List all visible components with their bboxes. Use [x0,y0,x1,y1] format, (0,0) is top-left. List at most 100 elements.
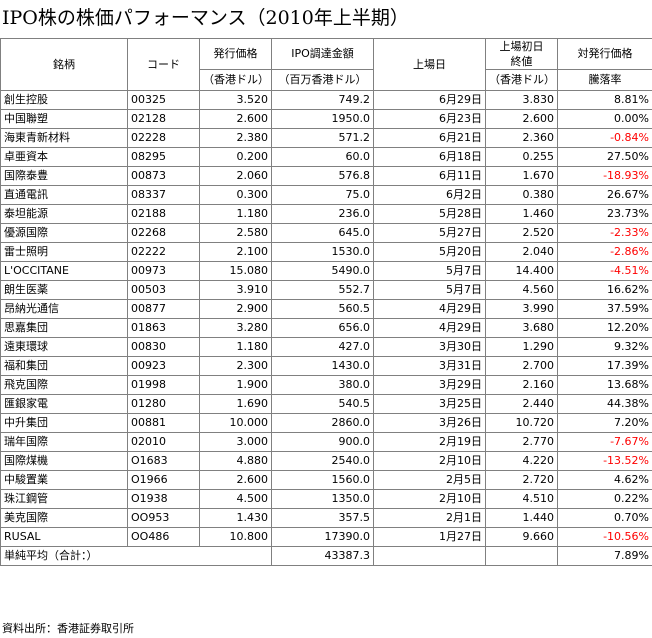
cell-code: 02010 [127,432,200,452]
cell-offer-price: 0.200 [199,147,272,167]
table-row: 泰坦能源 02188 1.180 236.0 5月28日 1.460 23.73% [0,204,652,224]
cell-code: OO953 [127,508,200,528]
cell-offer-price: 1.430 [199,508,272,528]
table-row: 瑞年国際 02010 3.000 900.0 2月19日 2.770 -7.67% [0,432,652,452]
cell-change: 23.73% [557,204,652,224]
cell-proceeds: 1350.0 [271,489,374,509]
cell-change: -0.84% [557,128,652,148]
cell-first-day-close: 2.440 [485,394,558,414]
header-offer-unit: （香港ドル） [199,69,272,91]
cell-change: 12.20% [557,318,652,338]
cell-change: 8.81% [557,90,652,110]
cell-listing-date: 6月11日 [373,166,486,186]
cell-offer-price: 2.600 [199,109,272,129]
cell-code: 00881 [127,413,200,433]
header-code: コード [127,38,200,91]
cell-change: -10.56% [557,527,652,547]
cell-listing-date: 4月29日 [373,299,486,319]
cell-proceeds: 1560.0 [271,470,374,490]
summary-change: 7.89% [557,546,652,566]
cell-name: 昂納光通信 [0,299,128,319]
cell-proceeds: 17390.0 [271,527,374,547]
table-row: 美克国際 OO953 1.430 357.5 2月1日 1.440 0.70% [0,508,652,528]
cell-code: OO486 [127,527,200,547]
cell-offer-price: 2.100 [199,242,272,262]
cell-listing-date: 4月29日 [373,318,486,338]
cell-proceeds: 1530.0 [271,242,374,262]
cell-listing-date: 6月2日 [373,185,486,205]
cell-change: 9.32% [557,337,652,357]
cell-code: 00503 [127,280,200,300]
table-row: 優源国際 02268 2.580 645.0 5月27日 2.520 -2.33% [0,223,652,243]
cell-listing-date: 5月20日 [373,242,486,262]
cell-proceeds: 749.2 [271,90,374,110]
cell-listing-date: 5月27日 [373,223,486,243]
cell-change: 17.39% [557,356,652,376]
cell-name: 朗生医薬 [0,280,128,300]
cell-name: 卓亜資本 [0,147,128,167]
table-row: 昂納光通信 00877 2.900 560.5 4月29日 3.990 37.59% [0,299,652,319]
cell-first-day-close: 1.670 [485,166,558,186]
cell-proceeds: 236.0 [271,204,374,224]
cell-proceeds: 357.5 [271,508,374,528]
table-row: 中駿置業 O1966 2.600 1560.0 2月5日 2.720 4.62% [0,470,652,490]
cell-change: 26.67% [557,185,652,205]
cell-first-day-close: 3.680 [485,318,558,338]
header-row: 銘柄 コード 発行価格 IPO調達金額 上場日 上場初日 終値 対発行価格 [0,38,652,91]
cell-first-day-close: 9.660 [485,527,558,547]
cell-name: 中升集団 [0,413,128,433]
cell-offer-price: 3.910 [199,280,272,300]
cell-code: 00923 [127,356,200,376]
cell-code: 08295 [127,147,200,167]
cell-offer-price: 2.600 [199,470,272,490]
summary-label: 単純平均（合計：） [0,546,272,566]
page-title: IPO株の株価パフォーマンス（2010年上半期） [2,7,409,29]
header-close-line1: 上場初日 [499,40,544,53]
cell-offer-price: 3.520 [199,90,272,110]
cell-name: 中国聯塑 [0,109,128,129]
cell-name: 国際泰豊 [0,166,128,186]
cell-listing-date: 3月26日 [373,413,486,433]
cell-first-day-close: 4.560 [485,280,558,300]
cell-proceeds: 560.5 [271,299,374,319]
cell-change: -7.67% [557,432,652,452]
header-offer-price: 発行価格 [199,38,272,70]
cell-listing-date: 2月10日 [373,451,486,471]
cell-code: 02268 [127,223,200,243]
cell-proceeds: 2860.0 [271,413,374,433]
table-row: 雷士照明 02222 2.100 1530.0 5月20日 2.040 -2.86% [0,242,652,262]
table-row: 思嘉集団 01863 3.280 656.0 4月29日 3.680 12.20% [0,318,652,338]
cell-offer-price: 4.500 [199,489,272,509]
table-body: 創生控股 00325 3.520 749.2 6月29日 3.830 8.81% 中国聯塑 02… [0,90,652,547]
cell-offer-price: 2.380 [199,128,272,148]
cell-listing-date: 3月31日 [373,356,486,376]
cell-change: 16.62% [557,280,652,300]
cell-name: 福和集団 [0,356,128,376]
header-close-unit: （香港ドル） [485,69,558,91]
cell-change: 7.20% [557,413,652,433]
cell-offer-price: 3.280 [199,318,272,338]
header-close-line2: 終値 [510,55,533,68]
header-row-units: （香港ドル） （百万香港ドル） （香港ドル） 騰落率 [1,69,652,91]
cell-first-day-close: 2.040 [485,242,558,262]
table-row: 海東青新材料 02228 2.380 571.2 6月21日 2.360 -0.84% [0,128,652,148]
cell-offer-price: 0.300 [199,185,272,205]
cell-code: 00873 [127,166,200,186]
cell-proceeds: 75.0 [271,185,374,205]
cell-change: -4.51% [557,261,652,281]
cell-offer-price: 2.300 [199,356,272,376]
cell-listing-date: 2月10日 [373,489,486,509]
cell-offer-price: 1.180 [199,337,272,357]
ipo-performance-table: 銘柄 コード 発行価格 IPO調達金額 上場日 上場初日 終値 対発行価格 （香… [0,38,652,566]
cell-first-day-close: 2.600 [485,109,558,129]
cell-proceeds: 5490.0 [271,261,374,281]
cell-proceeds: 540.5 [271,394,374,414]
cell-proceeds: 60.0 [271,147,374,167]
cell-offer-price: 1.900 [199,375,272,395]
cell-name: L'OCCITANE [0,261,128,281]
cell-first-day-close: 3.830 [485,90,558,110]
cell-change: 4.62% [557,470,652,490]
cell-code: 08337 [127,185,200,205]
cell-offer-price: 2.580 [199,223,272,243]
cell-name: 中駿置業 [0,470,128,490]
